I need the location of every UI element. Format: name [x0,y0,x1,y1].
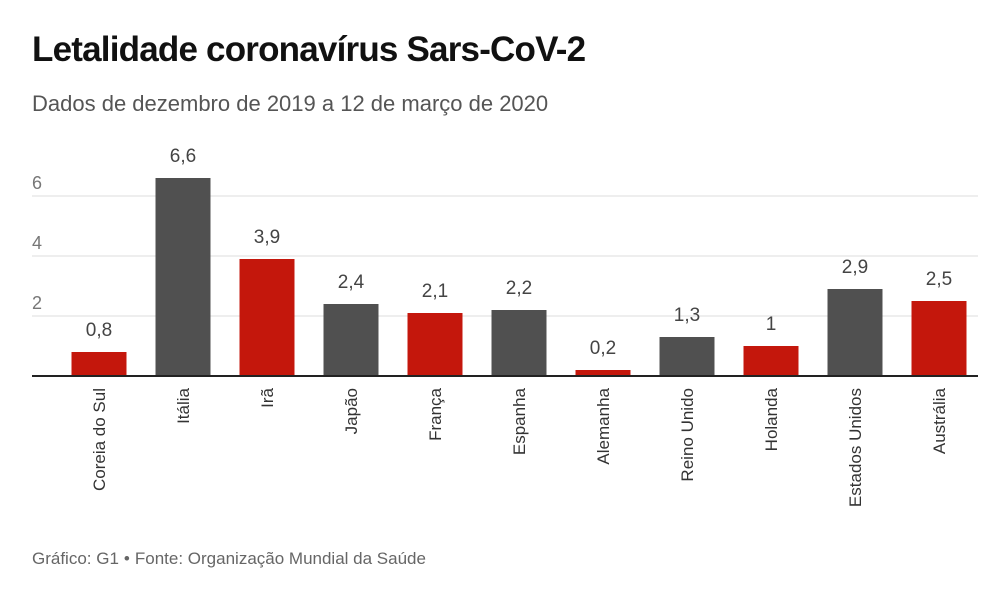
bar [155,178,211,376]
value-label: 2,1 [422,281,448,302]
bar [575,370,631,376]
x-tick-label: França [426,387,445,440]
value-label: 2,4 [338,272,365,293]
x-tick-label: Alemanha [594,387,613,464]
y-tick-label: 6 [32,173,42,193]
bar [827,289,883,376]
bar [239,259,295,376]
value-labels: 0,8 6,6 3,9 2,4 2,1 2,2 0,2 1,3 1 2,9 2,5 [86,146,952,359]
y-tick-label: 2 [32,293,42,313]
value-label: 2,9 [842,257,868,278]
footer-source: Fonte: Organização Mundial da Saúde [134,549,426,568]
x-tick-label: Reino Unido [678,388,697,482]
x-tick-label: Irã [258,387,277,407]
value-label: 2,5 [926,269,952,290]
footer-credit: Gráfico: G1 [32,549,119,568]
value-label: 1 [766,314,777,335]
bars [71,178,967,376]
x-tick-label: Itália [174,387,193,423]
value-label: 2,2 [506,278,532,299]
bar [323,304,379,376]
chart-subtitle: Dados de dezembro de 2019 a 12 de março … [32,91,549,116]
bar [407,313,463,376]
bar [659,337,715,376]
x-tick-label: Holanda [762,387,781,451]
value-label: 0,8 [86,320,112,341]
chart-title: Letalidade coronavírus Sars-CoV-2 [32,30,586,69]
x-tick-label: Japão [342,388,361,434]
value-label: 1,3 [674,305,700,326]
bar [491,310,547,376]
x-tick-label: Espanha [510,387,529,455]
footer-separator: • [123,549,130,568]
value-label: 6,6 [170,146,196,167]
x-tick-label: Estados Unidos [846,388,865,507]
y-axis-ticks: 2 4 6 [32,173,42,313]
value-label: 3,9 [254,227,280,248]
y-tick-label: 4 [32,233,42,253]
bar [911,301,967,376]
bar [743,346,799,376]
bar [71,352,127,376]
value-label: 0,2 [590,338,616,359]
chart-footer: Gráfico: G1 • Fonte: Organização Mundial d… [32,549,426,569]
x-tick-label: Austrália [930,387,949,454]
x-tick-label: Coreia do Sul [90,388,109,491]
x-axis-labels: Coreia do Sul Itália Irã Japão França Espanha… [90,387,949,507]
